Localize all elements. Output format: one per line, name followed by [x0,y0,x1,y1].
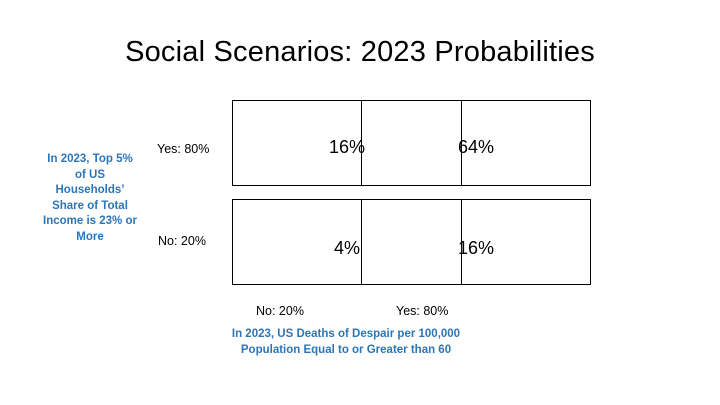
cell-yes-no: 16% [232,100,462,186]
y-axis-title: In 2023, Top 5% of US Households’ Share … [43,153,137,243]
column-label-yes: Yes: 80% [396,304,449,318]
cell-value: 16% [328,137,366,157]
cell-no-yes: 16% [361,199,591,285]
cell-value: 16% [457,238,495,258]
cell-value: 64% [457,137,495,157]
slide-title: Social Scenarios: 2023 Probabilities [125,36,595,68]
x-axis-title: In 2023, US Deaths of Despair per 100,00… [231,328,461,356]
row-label-yes: Yes: 80% [157,142,210,156]
cell-yes-yes: 64% [361,100,591,186]
column-label-no: No: 20% [256,304,304,318]
row-label-no: No: 20% [158,234,206,248]
cell-no-no: 4% [232,199,462,285]
cell-value: 4% [333,238,360,258]
